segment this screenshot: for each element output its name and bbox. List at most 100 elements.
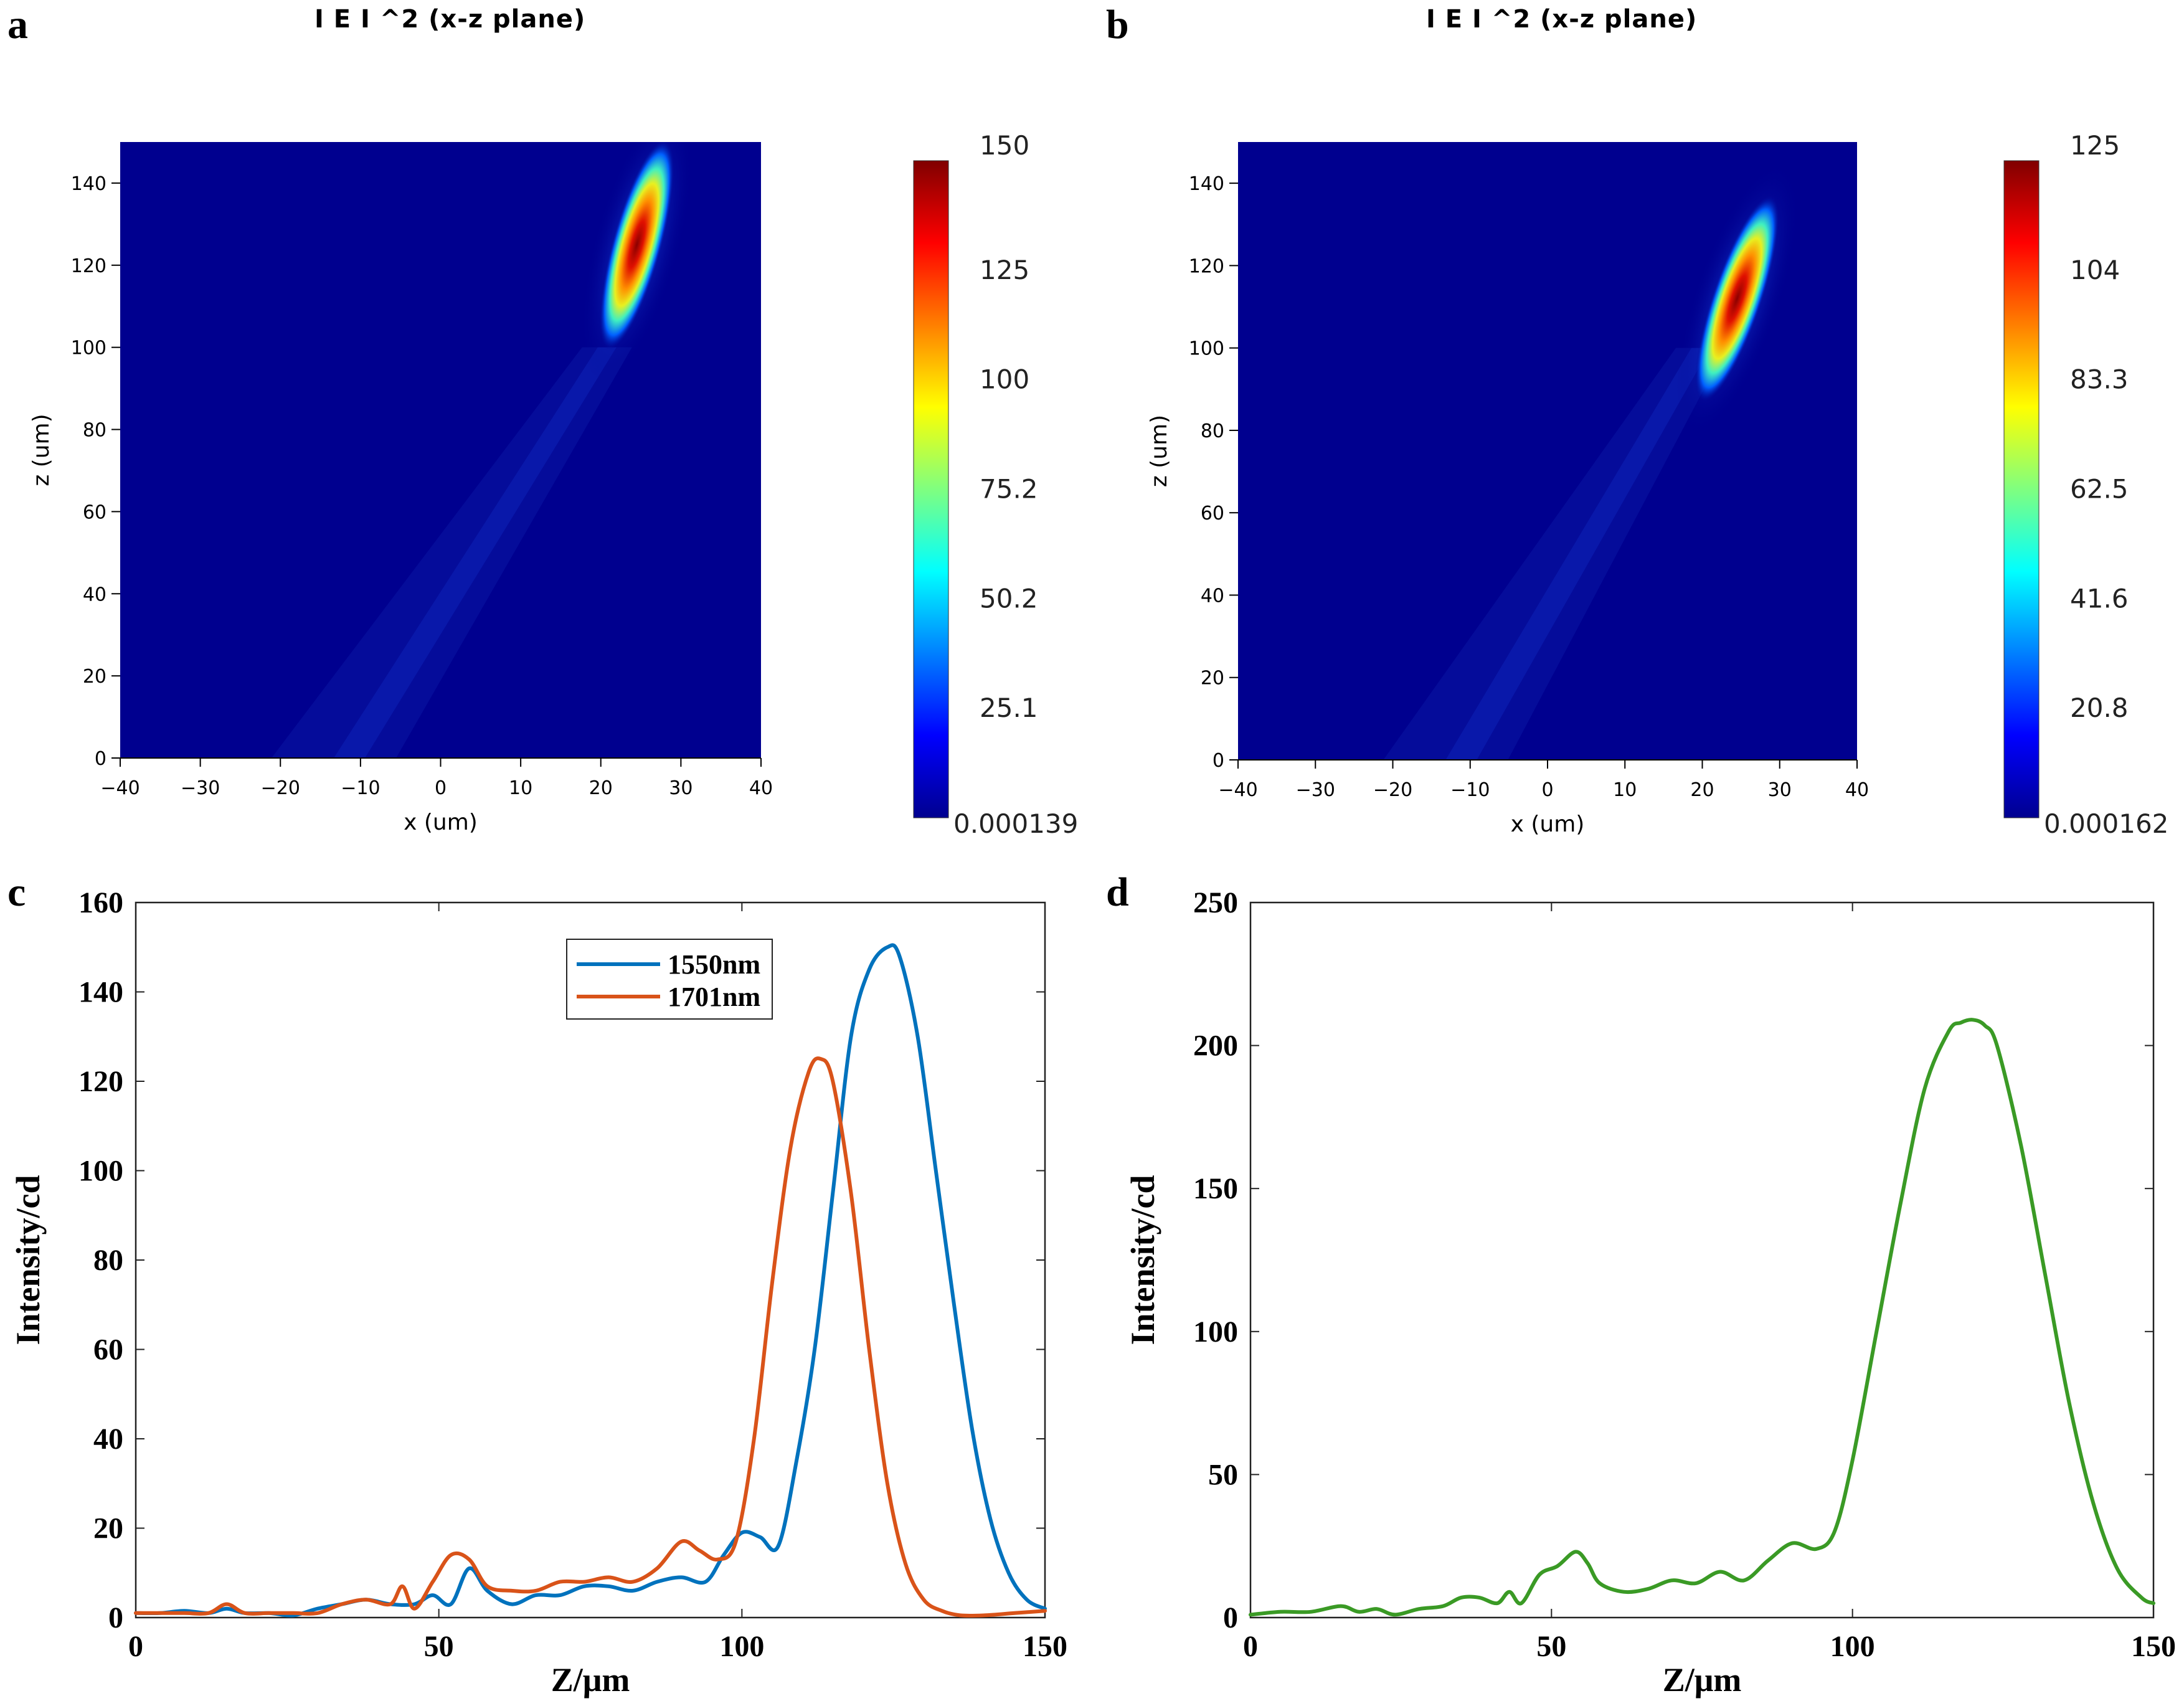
y-axis-label: Intensity/cd: [9, 1175, 47, 1345]
panel-letter-b: b: [1106, 2, 1129, 47]
beam-streak: [1383, 348, 1726, 760]
y-tick-label: 140: [78, 976, 123, 1009]
y-tick-label: 0: [1223, 1601, 1238, 1634]
y-tick-label: 20: [83, 666, 106, 688]
x-axis-label: Z/μm: [1663, 1661, 1742, 1699]
y-tick-label: 120: [71, 255, 106, 277]
colorbar-tick-label: 20.8: [2070, 693, 2129, 723]
x-tick-label: −10: [1450, 779, 1490, 801]
colorbar-tick-label: 25.1: [980, 693, 1038, 723]
y-tick-label: 40: [83, 584, 106, 605]
series-line-d: [1249, 1018, 2155, 1617]
y-tick-label: 120: [78, 1065, 123, 1098]
y-tick-label: 0: [1213, 750, 1224, 772]
colorbar-tick-label: 0.000162: [2044, 808, 2168, 839]
y-tick-label: 200: [1193, 1030, 1238, 1063]
x-axis-label: Z/μm: [551, 1661, 630, 1699]
x-tick-label: −40: [1218, 779, 1257, 801]
x-tick-label: 40: [1845, 779, 1869, 801]
y-tick-label: 60: [83, 501, 106, 523]
x-tick-label: 10: [1613, 779, 1637, 801]
x-tick-label: 40: [749, 777, 773, 799]
x-tick-label: 100: [719, 1630, 764, 1663]
x-tick-label: 100: [1830, 1630, 1875, 1663]
y-tick-label: 150: [1193, 1172, 1238, 1205]
y-tick-label: 140: [1189, 173, 1224, 195]
y-tick-label: 40: [1201, 585, 1224, 607]
colorbar-tick-label: 41.6: [2070, 583, 2129, 614]
heatmap-field: [1383, 162, 1799, 760]
y-tick-label: 20: [93, 1512, 123, 1545]
colorbar-tick-label: 104: [2070, 255, 2120, 285]
x-tick-label: 10: [509, 777, 532, 799]
colorbar-tick-label: 50.2: [980, 583, 1038, 614]
x-tick-label: 0: [1243, 1630, 1258, 1663]
x-tick-label: 50: [1536, 1630, 1566, 1663]
y-tick-label: 140: [71, 173, 106, 195]
legend-label-1701nm: 1701nm: [668, 982, 760, 1012]
y-tick-label: 120: [1189, 255, 1224, 277]
y-tick-label: 250: [1193, 886, 1238, 919]
y-tick-label: 100: [1189, 338, 1224, 360]
x-tick-label: 0: [128, 1630, 143, 1663]
panel-letter-d: d: [1106, 870, 1129, 915]
colorbar-tick-label: 125: [980, 255, 1029, 285]
y-tick-label: 80: [93, 1244, 123, 1277]
colorbar-tick-label: 83.3: [2070, 364, 2129, 395]
beam-streak-inner: [1445, 348, 1711, 760]
x-tick-label: 0: [435, 777, 447, 799]
x-tick-label: 150: [1023, 1630, 1067, 1663]
y-axis-label: z (um): [1146, 415, 1172, 487]
colorbar: [2003, 160, 2040, 818]
x-axis-label: x (um): [404, 810, 478, 835]
y-tick-label: 100: [71, 338, 106, 359]
x-tick-label: 20: [1690, 779, 1714, 801]
plot-frame: [135, 901, 1046, 1619]
x-tick-label: −20: [261, 777, 300, 799]
series-line-1550nm: [134, 943, 1047, 1618]
heatmap-field: [271, 142, 694, 758]
x-tick-label: −20: [1373, 779, 1412, 801]
colorbar-tick-label: 0.000139: [953, 808, 1078, 839]
line-chart-c: 0 50 100 150 0 20 40 60 80 100 120 140 160 Z/μm Intens…: [9, 886, 1067, 1699]
x-tick-label: −30: [181, 777, 220, 799]
colorbar: [913, 160, 949, 818]
y-tick-label: 80: [1201, 420, 1224, 442]
panel-letter-a: a: [7, 2, 28, 47]
y-tick-label: 20: [1201, 668, 1224, 690]
colorbar-tick-label: 150: [980, 130, 1029, 161]
x-tick-label: 50: [424, 1630, 454, 1663]
y-tick-label: 60: [1201, 503, 1224, 524]
plot-frame: [1249, 901, 2155, 1619]
x-tick-label: 20: [589, 777, 613, 799]
beam-streak-inner: [333, 347, 617, 758]
heatmap-a-title: I E I ^2 (x-z plane): [314, 5, 586, 34]
series-line-1701nm: [134, 1056, 1047, 1618]
y-tick-label: 60: [93, 1334, 123, 1367]
x-tick-label: 30: [669, 777, 693, 799]
colorbar-tick-label: 125: [2070, 130, 2120, 161]
colorbar-tick-label: 75.2: [980, 474, 1038, 505]
y-tick-label: 160: [78, 886, 123, 919]
x-tick-label: 30: [1768, 779, 1792, 801]
x-tick-label: 0: [1541, 779, 1553, 801]
colorbar-tick-label: 62.5: [2070, 474, 2129, 505]
y-tick-label: 80: [83, 420, 106, 442]
y-tick-label: 0: [95, 748, 106, 770]
y-tick-label: 100: [1193, 1315, 1238, 1348]
focus-spot: [599, 142, 674, 350]
x-tick-label: 150: [2131, 1630, 2176, 1663]
legend-box: [566, 939, 773, 1020]
x-tick-label: −30: [1296, 779, 1335, 801]
x-tick-label: −40: [100, 777, 139, 799]
y-tick-label: 50: [1208, 1458, 1238, 1491]
x-tick-label: −10: [341, 777, 380, 799]
y-axis-label: Intensity/cd: [1124, 1175, 1161, 1345]
y-tick-label: 100: [78, 1155, 123, 1188]
y-axis-label: z (um): [29, 414, 54, 486]
beam-streak: [271, 347, 632, 758]
panel-letter-c: c: [7, 870, 26, 915]
heatmap-b: −40 −30 −20 −10 0 10 20 30 40 0 20 40 60 80 100 120 140 x…: [1146, 130, 2168, 839]
colorbar-tick-label: 100: [980, 364, 1029, 395]
